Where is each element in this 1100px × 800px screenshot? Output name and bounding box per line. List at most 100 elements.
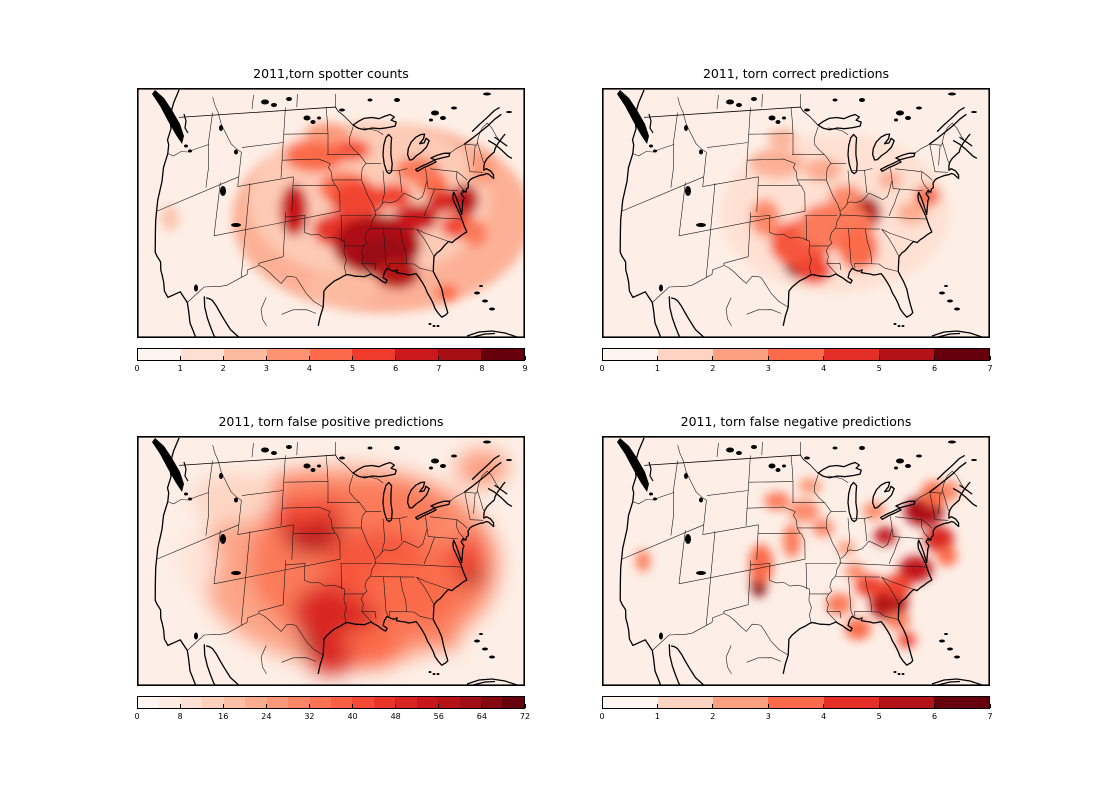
great-lake: [847, 481, 858, 523]
small-lake-or-island: [431, 110, 439, 116]
small-lake-or-island: [432, 673, 436, 675]
colorbar-tick: [712, 356, 714, 360]
state-border: [416, 229, 435, 257]
state-border: [827, 127, 849, 136]
colorbar-tick: [179, 704, 181, 708]
great-lake: [817, 461, 862, 479]
colorbar-tick: [352, 356, 354, 360]
state-border: [340, 563, 342, 590]
state-border: [746, 657, 782, 663]
state-border: [929, 492, 936, 520]
state-border: [296, 93, 298, 108]
colorbar-segment: [309, 349, 353, 360]
small-lake-or-island: [659, 632, 663, 640]
colorbar-segment: [768, 349, 824, 360]
state-border: [304, 232, 345, 246]
state-border: [725, 297, 732, 327]
state-border: [800, 184, 806, 212]
small-lake-or-island: [768, 463, 776, 469]
heat-blob: [285, 140, 345, 172]
colorbar-tick-label: 48: [390, 712, 401, 721]
contour-layer: [636, 478, 959, 648]
state-border: [652, 265, 789, 308]
colorbar-tick: [989, 356, 991, 360]
colorbar-tick-label: 2: [710, 712, 716, 721]
state-border: [464, 492, 471, 520]
heat-blob: [280, 184, 308, 236]
heat-blob: [436, 284, 458, 302]
state-border: [678, 530, 686, 584]
state-border: [469, 171, 484, 173]
colorbar-tick: [823, 356, 825, 360]
state-border: [682, 112, 707, 187]
small-lake-or-island: [894, 466, 898, 470]
colorbar-tick-label: 56: [433, 712, 444, 721]
small-lake-or-island: [696, 571, 706, 575]
colorbar-tick-label: 3: [765, 712, 771, 721]
colorbar-segment: [223, 697, 246, 708]
coastline-detail: [648, 113, 654, 134]
small-lake-or-island: [428, 323, 432, 325]
coastline: [959, 484, 973, 495]
heat-blob: [456, 450, 508, 486]
coastline: [203, 644, 216, 685]
small-lake-or-island: [768, 115, 776, 121]
colorbar-tick-label: 0: [599, 712, 605, 721]
heat-blob: [177, 531, 217, 591]
colorbar-tick: [481, 356, 483, 360]
coastline-detail: [466, 678, 518, 685]
colorbar-tick-label: 4: [821, 712, 827, 721]
colorbar-tick: [656, 356, 658, 360]
state-border: [361, 611, 377, 619]
coastline: [205, 645, 240, 685]
state-border: [632, 144, 674, 157]
small-lake-or-island: [429, 466, 433, 470]
state-border: [682, 460, 707, 535]
small-lake-or-island: [696, 223, 706, 227]
state-border: [285, 563, 306, 581]
heat-blob: [636, 550, 650, 572]
state-border: [847, 518, 851, 552]
state-border: [938, 493, 941, 514]
colorbar-segment: [658, 349, 714, 360]
canada-border: [179, 106, 354, 126]
colorbar-segment: [266, 697, 289, 708]
state-border: [370, 228, 415, 230]
small-lake-or-island: [894, 118, 898, 122]
state-border: [291, 176, 294, 212]
colorbar-tick: [767, 704, 769, 708]
heat-blob: [921, 481, 947, 507]
state-border: [416, 577, 435, 605]
small-lake-or-island: [736, 451, 742, 455]
state-border: [213, 558, 341, 585]
coastline: [471, 454, 500, 481]
state-border: [416, 576, 449, 590]
colorbar-tick: [524, 356, 526, 360]
coastline: [154, 437, 197, 685]
state-border: [808, 245, 812, 275]
heat-blob: [845, 618, 871, 640]
colorbar-tick-label: 1: [177, 364, 183, 373]
colorbar-tick-label: 2: [220, 364, 226, 373]
small-lake-or-island: [905, 464, 911, 468]
state-border: [893, 536, 923, 540]
heat-blob: [427, 189, 459, 213]
us-map-false-negative: [602, 436, 990, 686]
small-lake-or-island: [893, 323, 897, 325]
colorbar-tick-label: 4: [306, 364, 312, 373]
small-lake-or-island: [188, 497, 192, 501]
canada-border: [179, 454, 354, 474]
island-shape: [617, 438, 649, 492]
canada-border: [644, 106, 819, 126]
state-border: [839, 562, 927, 568]
small-lake-or-island: [896, 458, 904, 464]
small-lake-or-island: [939, 639, 945, 643]
coastline: [471, 106, 500, 133]
state-border: [746, 309, 782, 315]
coastline: [668, 296, 681, 337]
small-lake-or-island: [859, 446, 865, 450]
state-border: [761, 93, 763, 108]
colorbar-tick-label: 16: [218, 712, 229, 721]
small-lake-or-island: [184, 492, 188, 496]
state-border: [921, 171, 933, 181]
